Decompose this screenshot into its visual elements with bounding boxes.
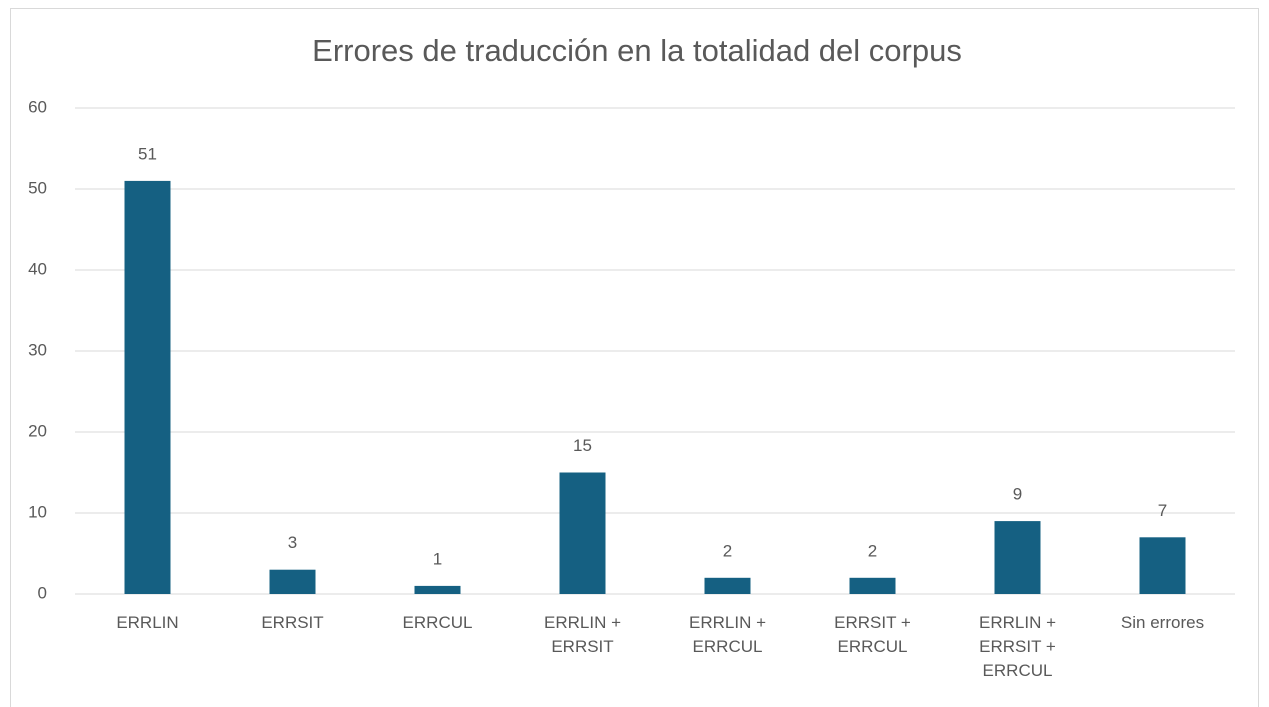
y-tick-label: 50 — [28, 178, 47, 197]
x-tick-label: ERRLIN + ERRSIT + ERRCUL — [979, 613, 1056, 680]
y-tick-label: 10 — [28, 502, 47, 521]
data-label: 3 — [288, 533, 297, 552]
data-label: 51 — [138, 144, 157, 163]
y-tick-label: 40 — [28, 259, 47, 278]
bar — [124, 180, 171, 594]
bar — [414, 585, 461, 594]
y-tick-label: 30 — [28, 340, 47, 359]
bar — [849, 577, 896, 594]
bar — [704, 577, 751, 594]
x-tick-label: ERRLIN — [116, 613, 179, 632]
x-tick-label: Sin errores — [1120, 613, 1205, 632]
x-tick-label: ERRSIT — [261, 613, 324, 632]
data-label: 7 — [1158, 501, 1167, 520]
data-label: 15 — [573, 436, 592, 455]
bar — [559, 472, 606, 594]
x-tick-label: ERRLIN + ERRCUL — [689, 613, 766, 656]
bar — [994, 521, 1041, 594]
bar — [1139, 537, 1186, 594]
chart-border — [10, 8, 1259, 707]
data-label: 2 — [723, 541, 732, 560]
data-label: 2 — [868, 541, 877, 560]
x-tick-label: ERRLIN + ERRSIT — [544, 613, 621, 656]
data-label: 1 — [433, 549, 442, 568]
y-tick-label: 60 — [28, 97, 47, 116]
data-label: 9 — [1013, 485, 1022, 504]
chart-title: Errores de traducción en la totalidad de… — [312, 33, 962, 68]
x-tick-label: ERRSIT + ERRCUL — [834, 613, 911, 656]
bar — [269, 569, 316, 594]
x-tick-label: ERRCUL — [402, 613, 473, 632]
y-tick-label: 20 — [28, 421, 47, 440]
y-tick-label: 0 — [38, 583, 47, 602]
